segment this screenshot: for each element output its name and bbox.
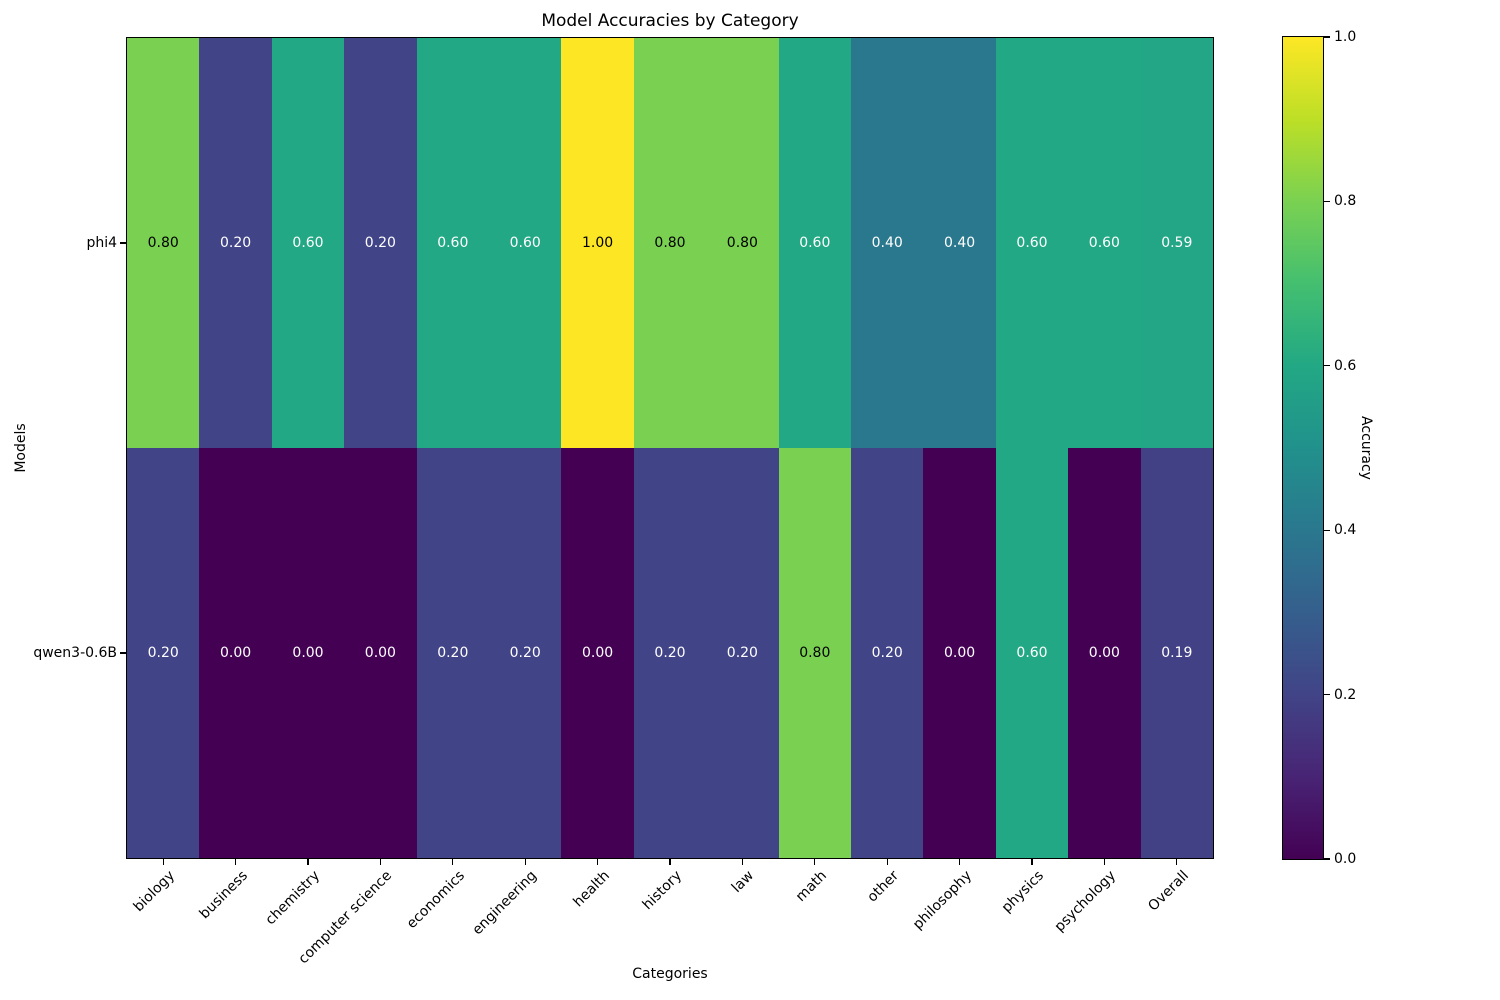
colorbar-tick-label: 0.0 <box>1334 851 1357 867</box>
heatmap-cell: 0.80 <box>778 448 851 858</box>
heatmap-cell: 0.60 <box>995 448 1069 858</box>
tick-mark <box>597 858 599 865</box>
tick-mark <box>524 858 526 865</box>
tick-mark <box>1031 858 1033 865</box>
heatmap-cell: 0.60 <box>1068 38 1141 448</box>
heatmap-cell: 0.00 <box>199 448 272 858</box>
chart-title: Model Accuracies by Category <box>541 11 799 31</box>
heatmap-cell: 0.59 <box>1140 38 1213 448</box>
tick-mark <box>120 242 127 244</box>
tick-mark <box>669 858 671 865</box>
colorbar-tick-label: 0.6 <box>1334 357 1357 374</box>
tick-mark <box>1323 200 1330 202</box>
heatmap-cell: 0.40 <box>923 38 996 448</box>
tick-mark <box>1323 529 1330 531</box>
colorbar-tick-label: 0.8 <box>1334 193 1357 210</box>
tick-mark <box>235 858 237 865</box>
heatmap-cell: 0.20 <box>127 448 200 858</box>
heatmap-cell: 0.60 <box>995 38 1069 448</box>
heatmap-cell: 0.60 <box>271 38 345 448</box>
x-axis-label: Categories <box>632 966 708 982</box>
tick-mark <box>452 858 454 865</box>
tick-mark <box>307 858 309 865</box>
tick-mark <box>886 858 888 865</box>
colorbar <box>1282 36 1324 860</box>
heatmap-cell: 0.00 <box>923 448 996 858</box>
colorbar-tick-label: 0.2 <box>1334 686 1357 703</box>
tick-mark <box>162 858 164 865</box>
heatmap-cell: 0.20 <box>489 448 562 858</box>
heatmap-cell: 0.40 <box>851 38 924 448</box>
tick-mark <box>741 858 743 865</box>
y-axis-label: Models <box>13 423 29 473</box>
tick-mark <box>379 858 381 865</box>
colorbar-label: Accuracy <box>1358 416 1374 480</box>
tick-mark <box>1323 694 1330 696</box>
colorbar-tick-label: 1.0 <box>1334 29 1357 45</box>
tick-mark <box>120 652 127 654</box>
heatmap-cell: 0.80 <box>633 38 707 448</box>
heatmap-cell: 0.20 <box>706 448 779 858</box>
tick-mark <box>1323 858 1330 860</box>
heatmap-cell: 0.20 <box>199 38 272 448</box>
heatmap-cell: 0.20 <box>344 38 417 448</box>
tick-mark <box>959 858 961 865</box>
heatmap-cell: 0.60 <box>778 38 851 448</box>
heatmap-cell: 0.80 <box>127 38 200 448</box>
heatmap-cell: 0.00 <box>344 448 417 858</box>
heatmap-grid: 0.80 0.20 0.60 0.20 0.60 0.60 1.00 0.80 0.80 0.60… <box>126 37 1214 859</box>
heatmap-cell: 0.20 <box>851 448 924 858</box>
heatmap-cell: 0.00 <box>1068 448 1141 858</box>
heatmap-cell: 0.19 <box>1140 448 1213 858</box>
colorbar-tick-label: 0.4 <box>1334 522 1357 539</box>
tick-mark <box>1323 36 1330 38</box>
heatmap-cell: 0.80 <box>706 38 779 448</box>
heatmap-cell: 0.20 <box>633 448 707 858</box>
heatmap-cell: 0.60 <box>489 38 562 448</box>
tick-mark <box>1323 365 1330 367</box>
tick-mark <box>814 858 816 865</box>
heatmap-cell: 0.60 <box>416 38 489 448</box>
heatmap-cell: 0.20 <box>416 448 489 858</box>
tick-mark <box>1176 858 1178 865</box>
y-tick-label: phi4 <box>86 235 117 251</box>
y-tick-label: qwen3-0.6B <box>33 645 117 661</box>
heatmap-cell: 0.00 <box>271 448 345 858</box>
heatmap-cell: 0.00 <box>561 448 634 858</box>
tick-mark <box>1103 858 1105 865</box>
heatmap-cell: 1.00 <box>561 38 634 448</box>
